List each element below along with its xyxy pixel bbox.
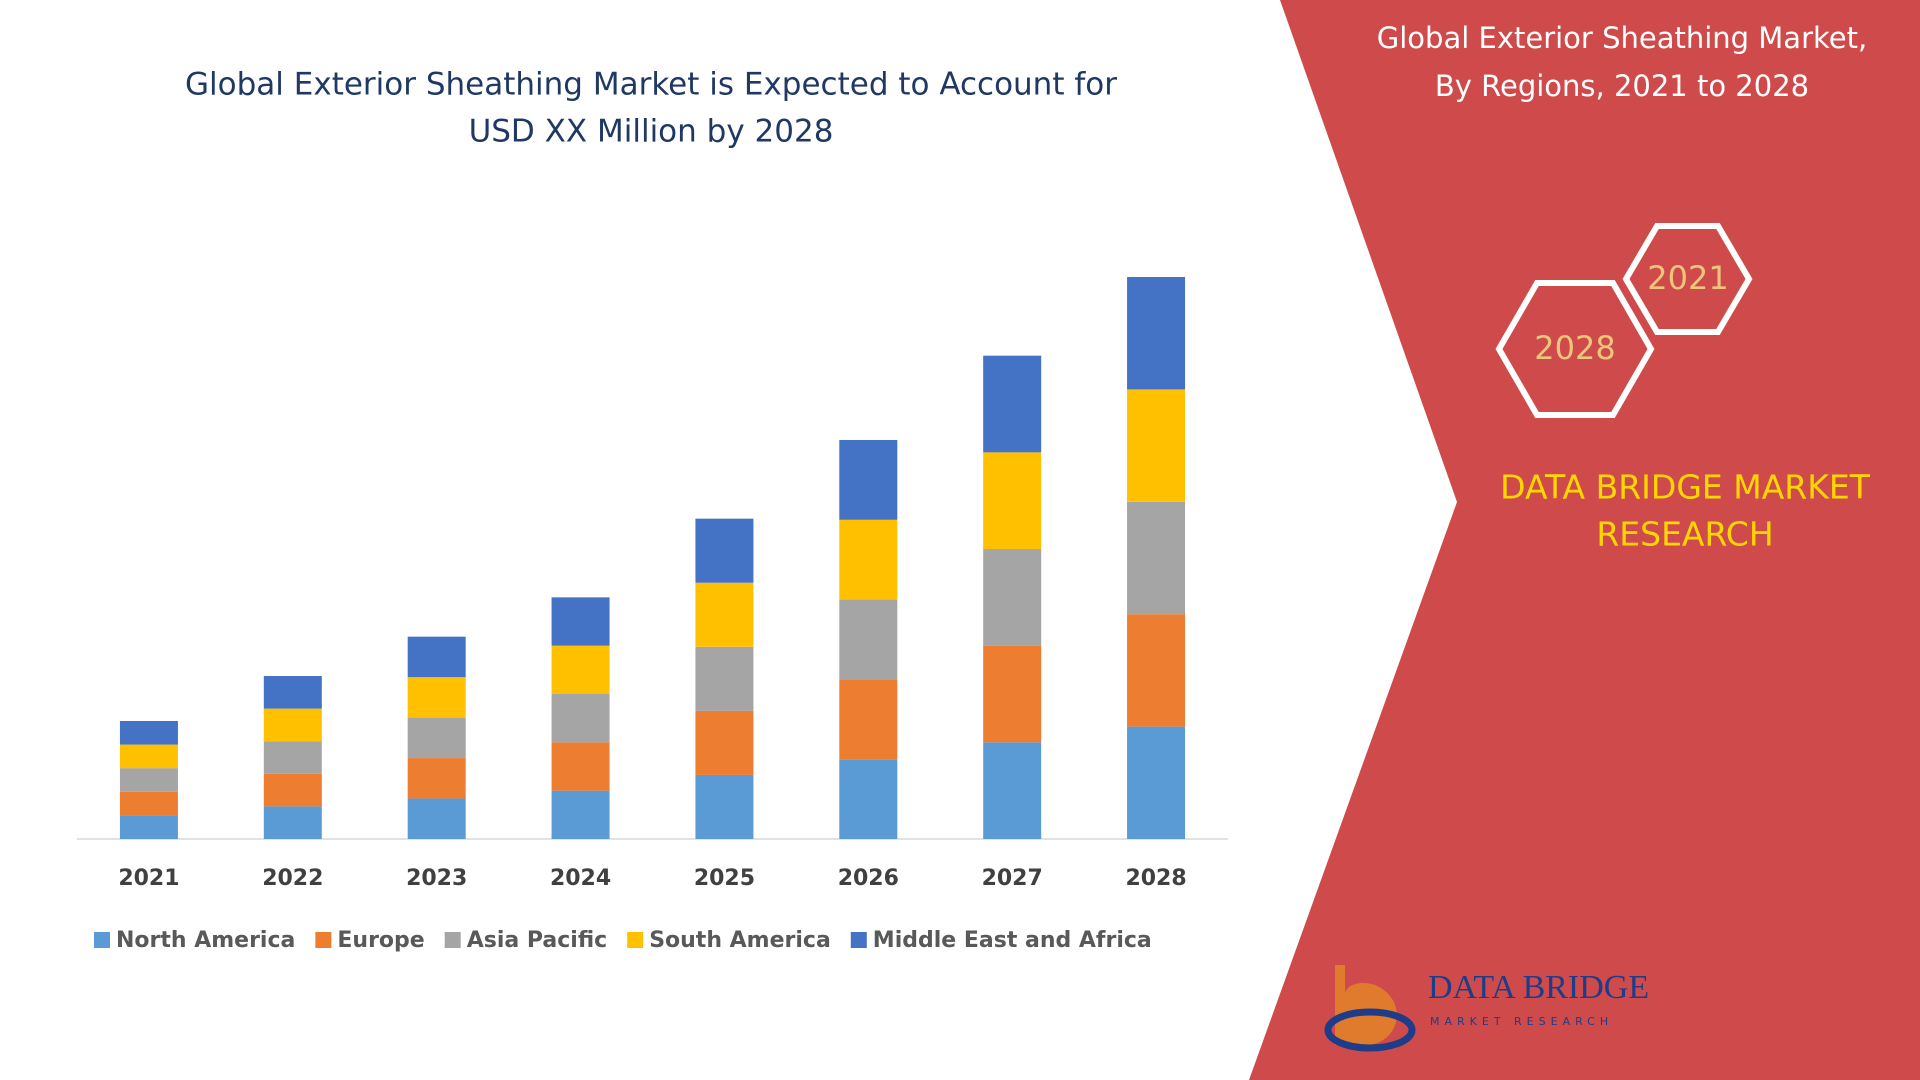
legend-swatch — [627, 932, 644, 948]
bar-segment — [263, 773, 322, 807]
panel-title: By Regions, 2021 to 2028 — [1435, 69, 1809, 103]
bar-segment — [839, 599, 898, 680]
bar-segment — [551, 742, 610, 791]
bar-segment — [551, 597, 610, 646]
bar-segment — [1127, 389, 1186, 502]
bar-segment — [983, 355, 1042, 453]
bar-segment — [263, 806, 322, 839]
bar-segment — [1127, 614, 1186, 727]
bar-segment — [407, 717, 466, 759]
bar-segment — [695, 646, 754, 711]
bar-segment — [839, 679, 898, 760]
chart-title: Global Exterior Sheathing Market is Expe… — [185, 67, 1117, 103]
legend-label: Europe — [337, 928, 424, 953]
bar-segment — [695, 582, 754, 647]
bar-segment — [839, 759, 898, 839]
bar-segment — [263, 676, 322, 709]
x-tick-label: 2022 — [262, 866, 323, 891]
bar-segment — [263, 708, 322, 742]
brand-text: RESEARCH — [1596, 515, 1773, 554]
panel-title: Global Exterior Sheathing Market, — [1377, 21, 1867, 55]
bar-segment — [407, 758, 466, 799]
bar-segment — [551, 694, 610, 743]
bar-segment — [983, 645, 1042, 743]
x-tick-label: 2026 — [838, 866, 899, 891]
bar-segment — [119, 815, 178, 839]
legend-swatch — [315, 932, 332, 948]
logo-mark — [1335, 965, 1397, 1045]
bar-segment — [407, 798, 466, 839]
side-panel-bg — [1249, 0, 1920, 1080]
hexagon — [1495, 280, 1655, 418]
x-tick-label: 2021 — [118, 866, 179, 891]
x-tick-label: 2023 — [406, 866, 467, 891]
bar-segment — [407, 677, 466, 718]
legend-swatch — [850, 932, 867, 948]
x-tick-label: 2027 — [982, 866, 1043, 891]
logo-swoosh — [1324, 1008, 1416, 1052]
bar-segment — [983, 452, 1042, 550]
bar-segment — [119, 744, 178, 769]
bar-segment — [119, 768, 178, 792]
bar-segment — [119, 720, 178, 745]
bar-segment — [1127, 501, 1186, 615]
bar-segment — [551, 790, 610, 839]
legend-swatch — [94, 932, 110, 948]
bar-segment — [695, 774, 754, 839]
bar-segment — [1127, 726, 1186, 839]
x-tick-label: 2025 — [694, 866, 755, 891]
legend-label: Middle East and Africa — [873, 928, 1152, 953]
legend-label: Asia Pacific — [467, 928, 607, 953]
hexagon — [1622, 223, 1753, 335]
bar-segment — [695, 710, 754, 775]
logo-name: DATA BRIDGE — [1428, 969, 1649, 1006]
bar-segment — [839, 439, 898, 520]
chart-title: USD XX Million by 2028 — [469, 114, 834, 150]
bar-segment — [551, 645, 610, 695]
bar-segment — [839, 519, 898, 600]
bar-segment — [119, 791, 178, 816]
bar-segment — [1127, 277, 1186, 390]
brand-text: DATA BRIDGE MARKET — [1500, 468, 1871, 507]
bar-segment — [983, 549, 1042, 646]
hexagon-label: 2021 — [1647, 259, 1728, 297]
bar-segment — [695, 518, 754, 583]
bar-segment — [407, 636, 466, 678]
logo-tagline: MARKET RESEARCH — [1430, 1015, 1613, 1028]
x-tick-label: 2028 — [1125, 866, 1186, 891]
hexagon-label: 2028 — [1534, 329, 1615, 367]
legend-label: South America — [649, 928, 831, 953]
legend-label: North America — [116, 928, 295, 953]
bar-segment — [263, 741, 322, 774]
x-tick-label: 2024 — [550, 866, 611, 891]
legend-swatch — [444, 932, 461, 948]
bar-segment — [983, 742, 1042, 839]
